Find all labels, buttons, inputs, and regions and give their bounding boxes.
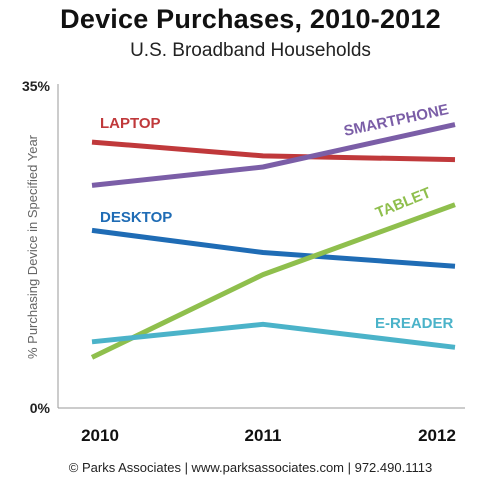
chart-subtitle: U.S. Broadband Households <box>130 40 371 61</box>
series-label-desktop: DESKTOP <box>100 209 172 226</box>
x-tick-label: 2011 <box>245 426 282 445</box>
series-line-laptop <box>91 139 456 163</box>
footer-credits: © Parks Associates | www.parksassociates… <box>68 460 433 475</box>
x-tick-label: 2012 <box>418 426 456 445</box>
series-line-tablet <box>90 202 456 360</box>
series-label-smartphone: SMARTPHONE <box>342 101 450 140</box>
y-tick-label: 0% <box>30 400 51 416</box>
series-label-laptop: LAPTOP <box>100 115 161 132</box>
series-line-smartphone <box>91 122 456 188</box>
line-chart: 35% 0% % Purchasing Device in Specified Ye… <box>22 78 465 445</box>
series-label-e-reader: E-READER <box>375 315 454 332</box>
chart-title: Device Purchases, 2010-2012 <box>60 4 441 34</box>
y-tick-label: 35% <box>22 78 51 94</box>
series-line-e-reader <box>91 321 456 350</box>
y-axis-title: % Purchasing Device in Specified Year <box>25 134 40 359</box>
x-tick-label: 2010 <box>81 426 119 445</box>
series-line-desktop <box>91 227 456 269</box>
